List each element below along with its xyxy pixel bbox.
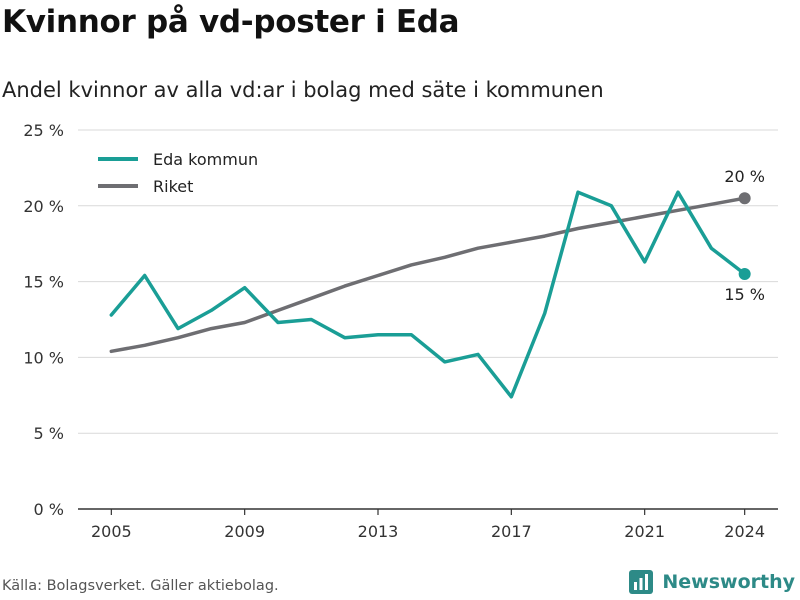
end-label-eda-kommun: 15 % <box>724 285 765 304</box>
source-note: Källa: Bolagsverket. Gäller aktiebolag. <box>2 578 279 594</box>
y-tick-label: 25 % <box>23 121 64 140</box>
x-tick-label: 2013 <box>358 522 399 541</box>
series-end-point-eda-kommun <box>738 268 751 281</box>
legend-label-eda-kommun: Eda kommun <box>153 150 258 169</box>
chart-title: Kvinnor på vd-poster i Eda <box>2 4 460 40</box>
newsworthy-logo-icon <box>629 570 654 594</box>
chart-subtitle: Andel kvinnor av alla vd:ar i bolag med … <box>2 78 604 102</box>
x-tick-label: 2024 <box>724 522 765 541</box>
series-line-riket <box>109 196 747 354</box>
x-tick-label: 2021 <box>624 522 665 541</box>
y-tick-label: 20 % <box>23 197 64 216</box>
y-tick-label: 5 % <box>34 424 64 443</box>
end-label-riket: 20 % <box>724 167 765 186</box>
x-tick-label: 2009 <box>224 522 265 541</box>
series-end-point-riket <box>738 192 751 205</box>
series-line-eda-kommun <box>109 190 747 399</box>
y-tick-label: 10 % <box>23 348 64 367</box>
brand-name: Newsworthy <box>662 571 795 593</box>
y-tick-label: 0 % <box>34 500 64 519</box>
legend-label-riket: Riket <box>153 177 193 196</box>
brand-logo: Newsworthy <box>628 569 795 595</box>
x-tick-label: 2017 <box>491 522 532 541</box>
y-tick-label: 15 % <box>23 273 64 292</box>
x-tick-label: 2005 <box>91 522 132 541</box>
